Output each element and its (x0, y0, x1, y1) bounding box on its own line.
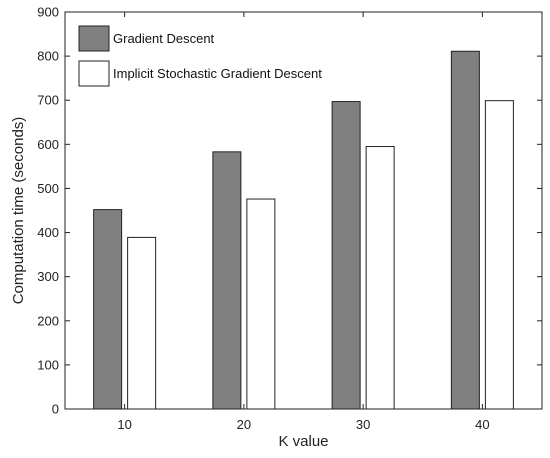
legend-swatch-implicit-sgd (78, 60, 110, 87)
y-tick-label: 200 (37, 313, 59, 328)
legend-swatch-gradient-descent (78, 25, 110, 52)
y-tick-label: 100 (37, 357, 59, 372)
legend-label-implicit-sgd: Implicit Stochastic Gradient Descent (113, 66, 322, 81)
y-tick-label: 400 (37, 225, 59, 240)
bar-implicit-sgd-k30 (365, 146, 395, 410)
bar-implicit-sgd-k20 (246, 198, 276, 410)
bar-gradient-descent-k40 (450, 50, 480, 410)
x-tick-label: 20 (237, 417, 251, 432)
y-tick-label: 500 (37, 181, 59, 196)
y-tick-label: 900 (37, 5, 59, 20)
bar-gradient-descent-k30 (331, 101, 361, 410)
x-axis-ticks: 10 20 30 40 (117, 12, 490, 432)
bar-implicit-sgd-k40 (484, 100, 514, 410)
bar-gradient-descent-k20 (212, 151, 242, 410)
x-tick-label: 30 (356, 417, 370, 432)
x-axis-label: K value (278, 433, 328, 450)
y-tick-label: 600 (37, 137, 59, 152)
plot-frame (64, 11, 543, 410)
y-tick-label: 300 (37, 269, 59, 284)
legend-label-gradient-descent: Gradient Descent (113, 31, 215, 46)
y-axis-label: Computation time (seconds) (10, 117, 27, 305)
legend: Gradient Descent Implicit Stochastic Gra… (78, 25, 322, 87)
x-tick-label: 10 (117, 417, 131, 432)
bars-layer (93, 50, 514, 410)
x-tick-label: 40 (475, 417, 489, 432)
y-tick-label: 800 (37, 49, 59, 64)
bar-implicit-sgd-k10 (127, 236, 157, 410)
bar-gradient-descent-k10 (93, 209, 123, 410)
y-tick-label: 700 (37, 93, 59, 108)
y-axis-ticks: 0 100 200 300 400 500 600 700 800 900 (37, 5, 542, 417)
y-tick-label: 0 (52, 402, 59, 417)
